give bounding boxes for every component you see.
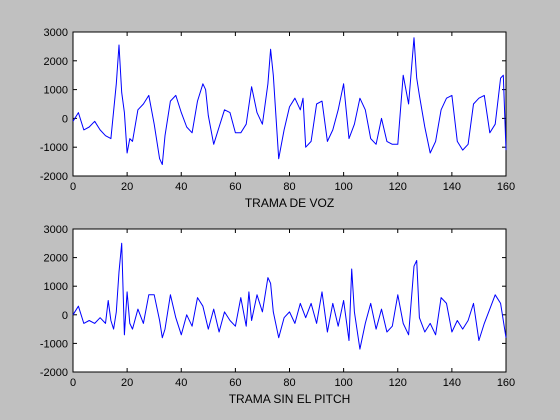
y-tick-label: 3000 (44, 27, 68, 39)
x-tick-label: 140 (443, 377, 461, 389)
plot-area (72, 31, 507, 177)
y-tick-label: -1000 (40, 142, 68, 154)
x-tick-label: 120 (389, 377, 407, 389)
y-tick-label: 1000 (44, 85, 68, 97)
x-tick-label: 0 (70, 181, 76, 193)
x-tick-label: 40 (175, 377, 187, 389)
y-tick-label: 3000 (44, 224, 68, 236)
x-tick-label: 100 (334, 181, 352, 193)
x-tick-label: 80 (283, 181, 295, 193)
y-tick-label: 0 (62, 113, 68, 125)
y-tick-label: 2000 (44, 56, 68, 68)
x-tick-label: 60 (229, 181, 241, 193)
x-tick-label: 80 (283, 377, 295, 389)
x-tick-label: 60 (229, 377, 241, 389)
x-tick-label: 0 (70, 377, 76, 389)
x-tick-label: 20 (121, 377, 133, 389)
x-tick-label: 40 (175, 181, 187, 193)
series-line (72, 37, 507, 165)
x-tick-label: 160 (497, 377, 515, 389)
x-axis-label: TRAMA SIN EL PITCH (229, 392, 351, 406)
subplot-frame-without-pitch: 0 20 40 60 80 100 120 140 160 -2000 -1000 0 1000 2000… (40, 224, 515, 406)
subplot-voice-frame: 0 20 40 60 80 100 120 140 160 -2000 -1000 0 1000 2000… (40, 27, 515, 210)
y-tick-label: 2000 (44, 253, 68, 265)
plot-area (72, 228, 507, 373)
y-tick-label: 0 (62, 310, 68, 322)
x-tick-label: 100 (334, 377, 352, 389)
y-tick-label: -1000 (40, 338, 68, 350)
y-tick-label: 1000 (44, 281, 68, 293)
x-tick-label: 160 (497, 181, 515, 193)
x-tick-label: 140 (443, 181, 461, 193)
x-tick-label: 120 (389, 181, 407, 193)
x-tick-label: 20 (121, 181, 133, 193)
series-line (72, 242, 507, 350)
x-axis-label: TRAMA DE VOZ (245, 196, 334, 210)
y-tick-label: -2000 (40, 171, 68, 183)
y-tick-label: -2000 (40, 367, 68, 379)
